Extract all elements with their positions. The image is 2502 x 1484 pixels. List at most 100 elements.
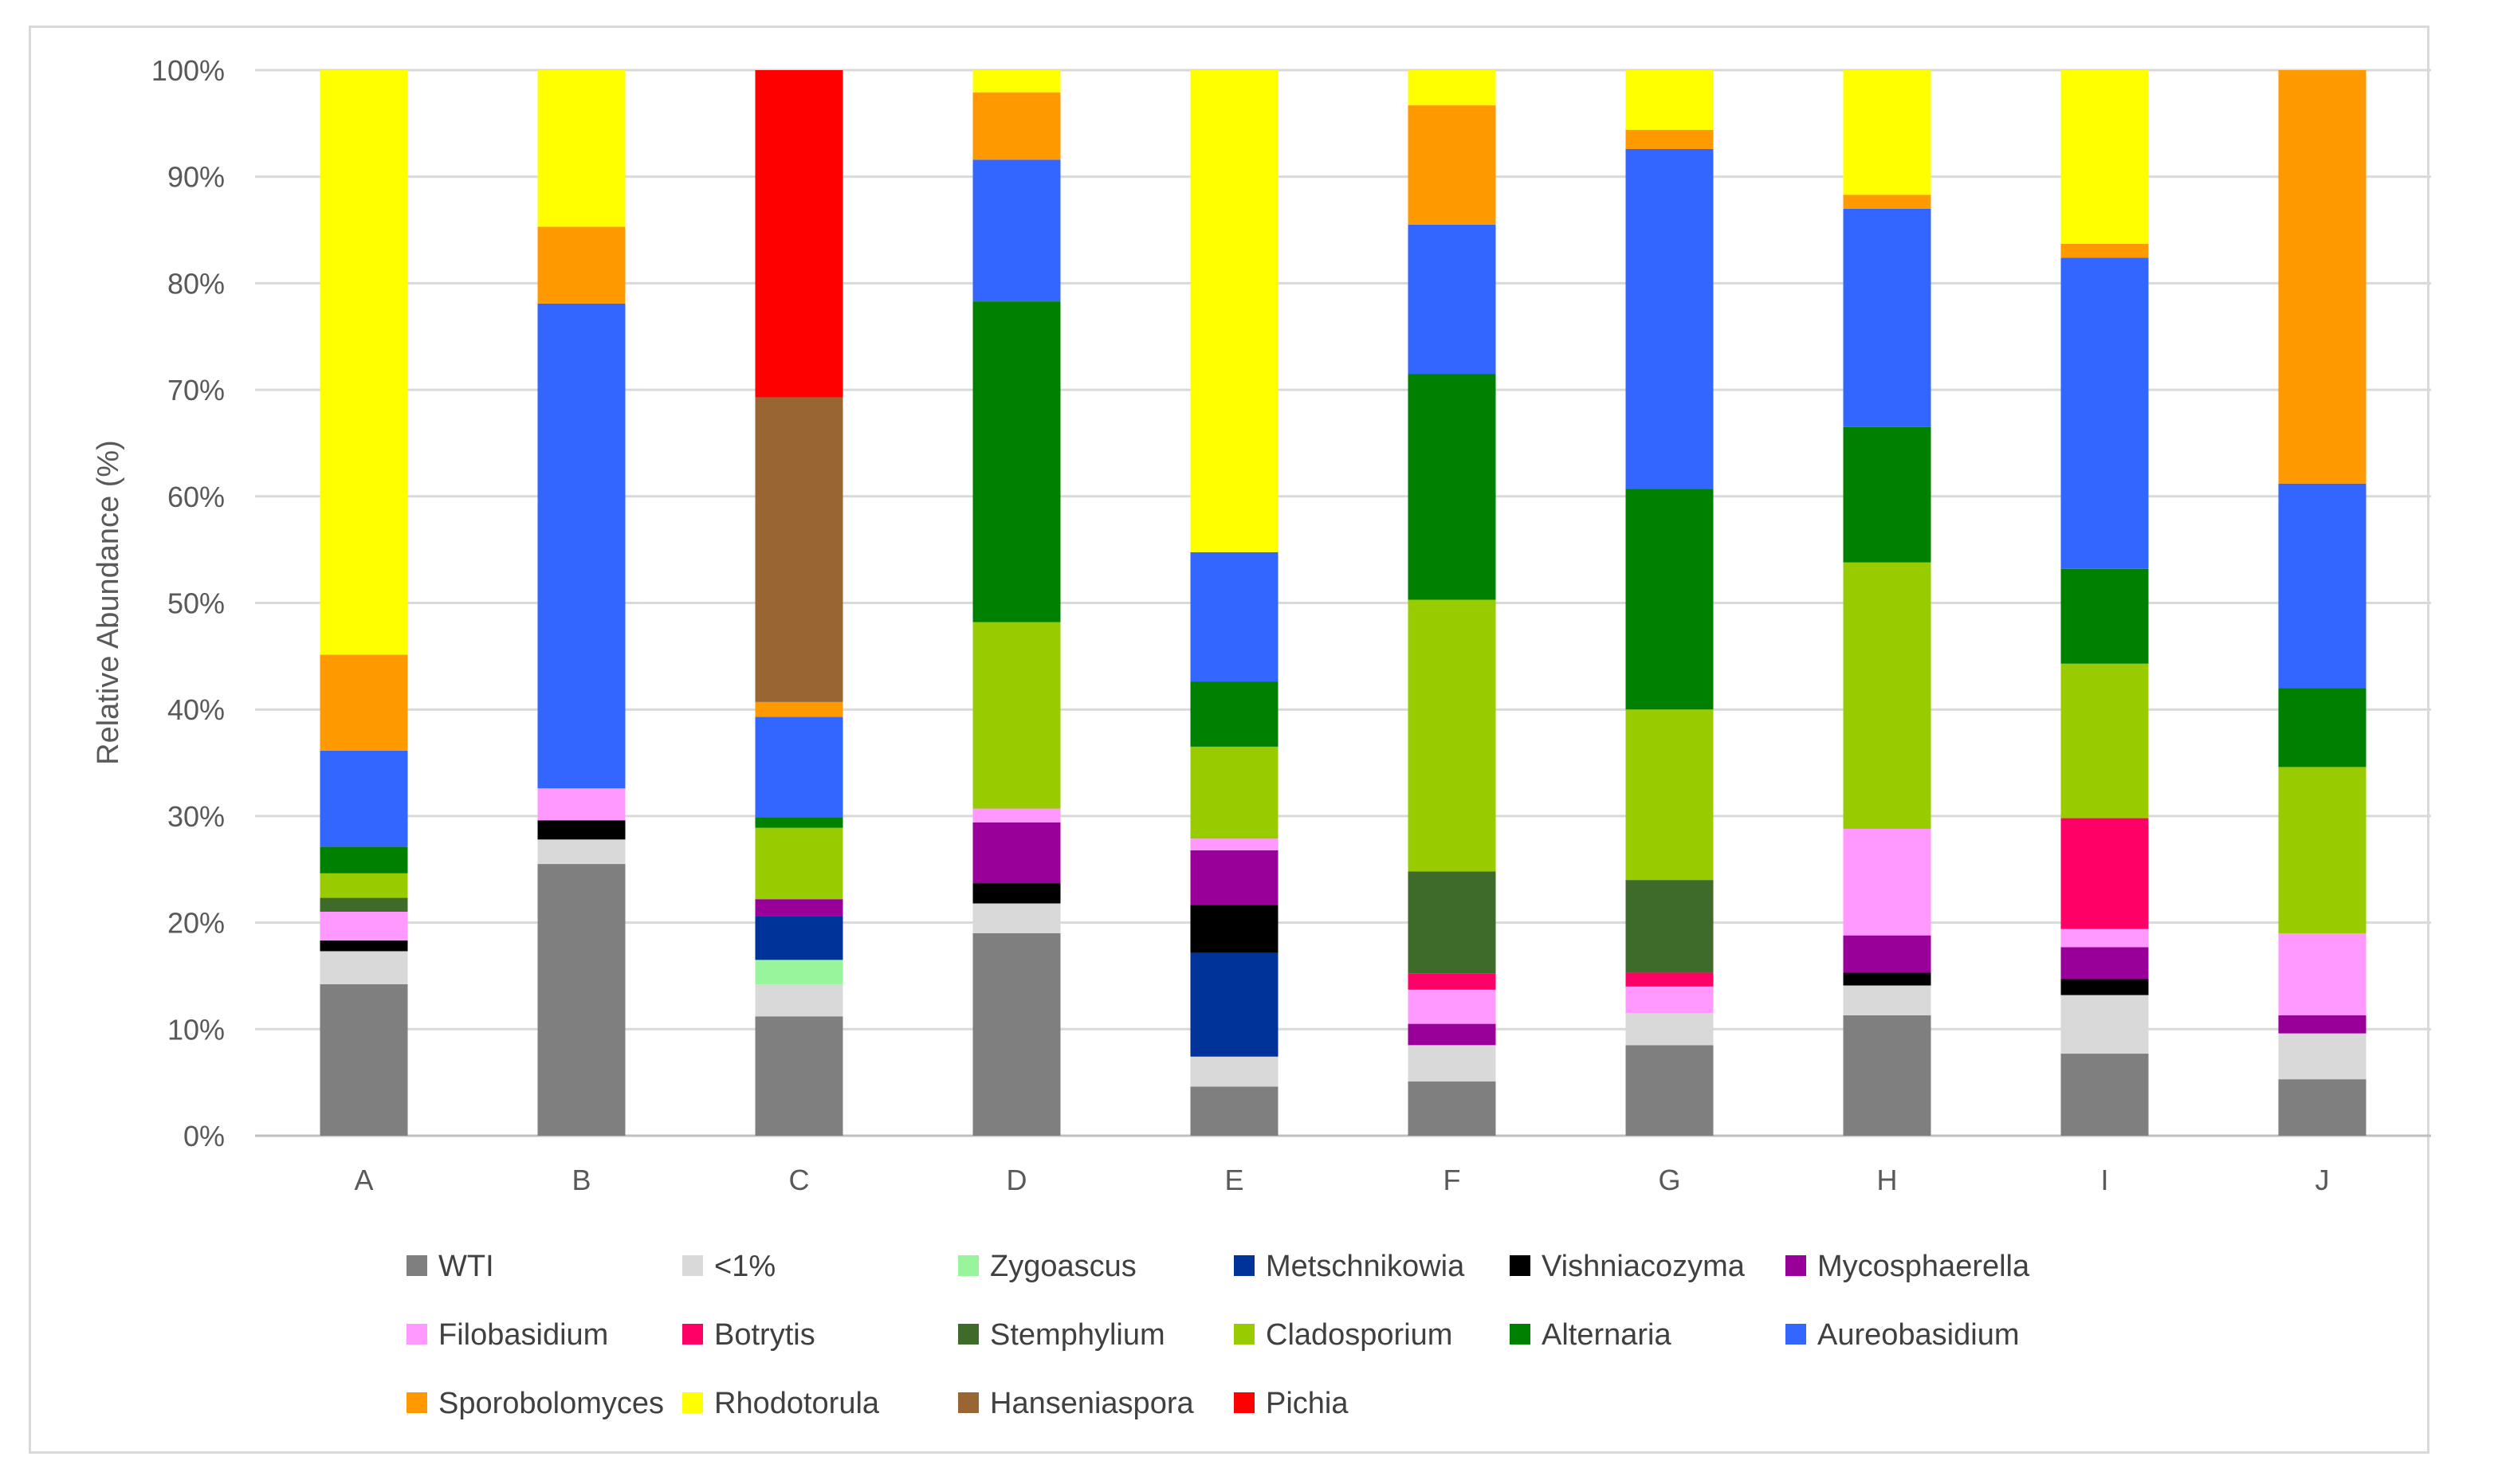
bar-segment-I-aureobasidium <box>2060 257 2149 569</box>
bar-segment-E--1- <box>1190 1056 1278 1087</box>
y-tick-label: 100% <box>151 54 225 87</box>
bar-segment-D-vishniacozyma <box>972 883 1061 904</box>
bar-segment-J-mycosphaerella <box>2278 1015 2366 1034</box>
legend-item: Zygoascus <box>958 1250 1137 1283</box>
x-tick-label: G <box>1658 1164 1680 1196</box>
bar-segment-H-sporobolomyces <box>1843 194 1931 209</box>
bar-segment-A-filobasidium <box>320 911 408 941</box>
bar-segment-I-rhodotorula <box>2060 70 2149 244</box>
legend-label: Botrytis <box>714 1318 815 1352</box>
chart-frame <box>29 26 2429 1454</box>
bar-segment-F-sporobolomyces <box>1408 105 1496 225</box>
legend-swatch <box>1234 1255 1255 1276</box>
x-tick-label: B <box>571 1164 591 1196</box>
bar-stack-D <box>972 70 1061 1136</box>
bar-segment-G-sporobolomyces <box>1625 129 1714 149</box>
legend-item: WTI <box>407 1250 494 1283</box>
bar-segment-J-aureobasidium <box>2278 483 2366 689</box>
legend-item: Aureobasidium <box>1785 1318 2019 1352</box>
legend-label: Metschnikowia <box>1266 1250 1465 1283</box>
legend-swatch <box>407 1255 427 1276</box>
bar-segment-G-wti <box>1625 1045 1714 1136</box>
legend-item: Filobasidium <box>407 1318 608 1352</box>
bar-segment-E-alternaria <box>1190 681 1278 747</box>
bar-segment-I-botrytis <box>2060 818 2149 929</box>
bar-segment-E-metschnikowia <box>1190 952 1278 1057</box>
bar-stack-E <box>1190 70 1278 1136</box>
bar-segment-I-alternaria <box>2060 568 2149 664</box>
legend-label: Pichia <box>1266 1387 1349 1420</box>
bar-segment-I-vishniacozyma <box>2060 979 2149 995</box>
y-tick-label: 20% <box>167 907 225 940</box>
bar-segment-G--1- <box>1625 1013 1714 1046</box>
y-tick-label: 80% <box>167 267 225 300</box>
bar-segment-A-alternaria <box>320 846 408 874</box>
bar-segment-F-alternaria <box>1408 374 1496 600</box>
x-tick-label: H <box>1877 1164 1898 1196</box>
legend-swatch <box>407 1324 427 1345</box>
bar-segment-D-rhodotorula <box>972 70 1061 93</box>
legend-swatch <box>1785 1324 1806 1345</box>
legend-swatch <box>1510 1255 1530 1276</box>
legend-label: Zygoascus <box>990 1250 1137 1283</box>
bar-stack-I <box>2060 70 2149 1136</box>
legend-label: Hanseniaspora <box>990 1387 1194 1420</box>
legend-item: Pichia <box>1234 1387 1349 1420</box>
bar-segment-F-cladosporium <box>1408 599 1496 872</box>
bar-segment-E-aureobasidium <box>1190 552 1278 682</box>
bar-segment-A--1- <box>320 951 408 984</box>
legend-label: Sporobolomyces <box>438 1387 664 1420</box>
y-tick-label: 30% <box>167 800 225 833</box>
bar-segment-A-wti <box>320 983 408 1136</box>
bar-segment-D--1- <box>972 903 1061 933</box>
bar-stack-F <box>1408 70 1496 1136</box>
bar-segment-B-sporobolomyces <box>537 226 626 304</box>
x-tick-label: I <box>2100 1164 2108 1196</box>
bar-segment-C--1- <box>755 984 843 1017</box>
bar-segment-E-cladosporium <box>1190 746 1278 839</box>
legend-item: Sporobolomyces <box>407 1387 664 1420</box>
bar-segment-H-mycosphaerella <box>1843 935 1931 973</box>
legend-label: Alternaria <box>1542 1318 1671 1352</box>
bar-segment-H-wti <box>1843 1015 1931 1136</box>
bars <box>320 70 2366 1136</box>
bar-segment-F-stemphylium <box>1408 871 1496 974</box>
legend-item: Mycosphaerella <box>1785 1250 2030 1283</box>
legend-swatch <box>682 1392 703 1413</box>
bar-segment-A-stemphylium <box>320 897 408 912</box>
bar-segment-I-wti <box>2060 1054 2149 1136</box>
bar-segment-D-wti <box>972 932 1061 1136</box>
bar-segment-G-rhodotorula <box>1625 70 1714 130</box>
bar-segment-B-vishniacozyma <box>537 820 626 840</box>
legend-swatch <box>1234 1324 1255 1345</box>
legend-label: Vishniacozyma <box>1542 1250 1746 1283</box>
bar-stack-J <box>2278 70 2366 1136</box>
bar-segment-H-aureobasidium <box>1843 208 1931 427</box>
legend-item: Rhodotorula <box>682 1387 880 1420</box>
bar-segment-D-aureobasidium <box>972 159 1061 302</box>
bar-segment-J-alternaria <box>2278 688 2366 768</box>
bar-segment-C-mycosphaerella <box>755 899 843 917</box>
legend-label: Stemphylium <box>990 1318 1165 1352</box>
legend-swatch <box>682 1255 703 1276</box>
legend-label: Rhodotorula <box>714 1387 880 1420</box>
bar-stack-B <box>537 70 626 1136</box>
bar-segment-G-cladosporium <box>1625 709 1714 881</box>
bar-segment-C-metschnikowia <box>755 916 843 960</box>
bar-segment-I-filobasidium <box>2060 928 2149 948</box>
bar-segment-E-filobasidium <box>1190 838 1278 850</box>
bar-segment-F-botrytis <box>1408 973 1496 990</box>
bar-segment-E-wti <box>1190 1086 1278 1136</box>
bar-segment-H-filobasidium <box>1843 828 1931 936</box>
bar-segment-E-mycosphaerella <box>1190 850 1278 905</box>
bar-segment-C-cladosporium <box>755 827 843 900</box>
legend-swatch <box>1785 1255 1806 1276</box>
bar-segment-C-zygoascus <box>755 960 843 985</box>
bar-segment-G-filobasidium <box>1625 986 1714 1014</box>
legend-swatch <box>682 1324 703 1345</box>
bar-segment-C-alternaria <box>755 817 843 828</box>
bar-segment-G-stemphylium <box>1625 880 1714 973</box>
bar-segment-A-rhodotorula <box>320 70 408 655</box>
y-tick-label: 10% <box>167 1013 225 1046</box>
